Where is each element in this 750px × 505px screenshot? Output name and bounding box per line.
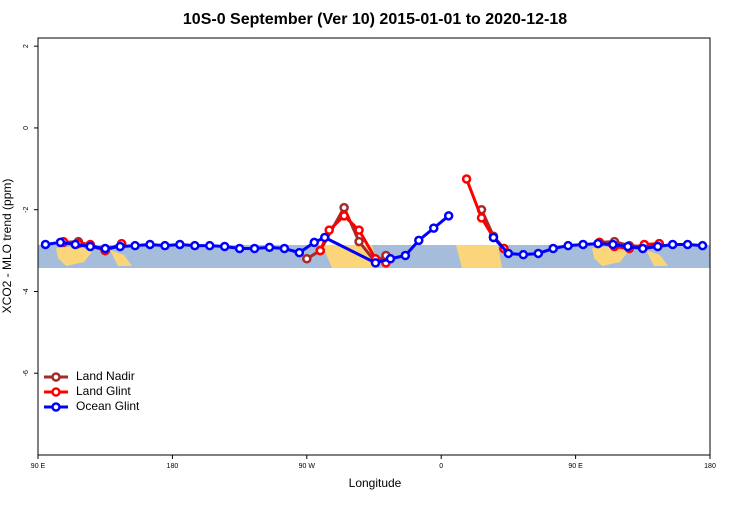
data-point (503, 248, 514, 259)
data-point (593, 238, 603, 249)
data-point (324, 225, 334, 235)
data-point (294, 247, 305, 258)
data-point (302, 254, 312, 264)
x-tick-label: 180 (167, 463, 179, 470)
data-point (70, 239, 81, 250)
legend-marker (51, 372, 61, 382)
data-point (682, 239, 693, 250)
data-point (319, 232, 330, 243)
data-point (518, 249, 529, 260)
data-point (175, 239, 185, 250)
data-point (385, 254, 396, 264)
data-point (354, 236, 364, 247)
y-tick-label: -6 (23, 370, 30, 376)
data-point (315, 245, 325, 256)
data-point (219, 241, 230, 252)
data-point (414, 235, 424, 246)
data-point (488, 232, 499, 243)
y-tick-label: 2 (23, 44, 30, 48)
data-point (623, 241, 633, 252)
data-point (85, 241, 96, 252)
data-point (264, 242, 275, 253)
y-axis-label: XCO2 - MLO trend (ppm) (0, 179, 14, 314)
chart-title: 10S-0 September (Ver 10) 2015-01-01 to 2… (183, 11, 567, 28)
data-point (428, 223, 439, 233)
x-tick-label: 90 E (31, 463, 46, 470)
data-point (476, 213, 487, 223)
data-point (400, 250, 411, 261)
data-point (190, 240, 200, 251)
legend-label: Land Glint (76, 384, 131, 398)
data-point (563, 240, 573, 251)
data-point (652, 241, 663, 252)
legend-marker (51, 402, 61, 412)
y-tick-label: 0 (23, 126, 30, 130)
data-point (130, 240, 140, 251)
y-tick-label: -2 (23, 206, 30, 212)
data-point (578, 239, 588, 250)
data-point (115, 241, 125, 252)
x-tick-label: 0 (439, 463, 443, 470)
data-point (249, 243, 260, 254)
data-point (279, 243, 290, 254)
data-point (608, 239, 618, 250)
data-point (160, 240, 170, 251)
data-point (354, 225, 364, 235)
data-point (370, 258, 381, 268)
legend-label: Ocean Glint (76, 399, 140, 413)
data-point (339, 202, 349, 213)
data-point (55, 237, 66, 248)
y-tick-label: -4 (23, 288, 30, 294)
data-point (339, 211, 349, 221)
data-point (234, 243, 245, 254)
data-point (40, 239, 51, 250)
data-point (145, 239, 155, 250)
x-tick-label: 90 W (299, 463, 316, 470)
legend-marker (51, 387, 61, 397)
data-point (638, 243, 648, 254)
data-point (204, 240, 215, 251)
x-axis-label: Longitude (349, 476, 402, 490)
data-point (461, 174, 472, 184)
legend-label: Land Nadir (76, 369, 135, 383)
data-point (533, 248, 544, 259)
x-tick-label: 90 E (568, 463, 583, 470)
plot-frame (37, 37, 711, 456)
data-point (100, 243, 110, 254)
x-tick-label: 180 (704, 463, 716, 470)
data-point (309, 237, 320, 248)
data-point (697, 240, 708, 251)
data-point (667, 239, 678, 250)
data-point (443, 211, 454, 221)
data-point (548, 243, 558, 254)
